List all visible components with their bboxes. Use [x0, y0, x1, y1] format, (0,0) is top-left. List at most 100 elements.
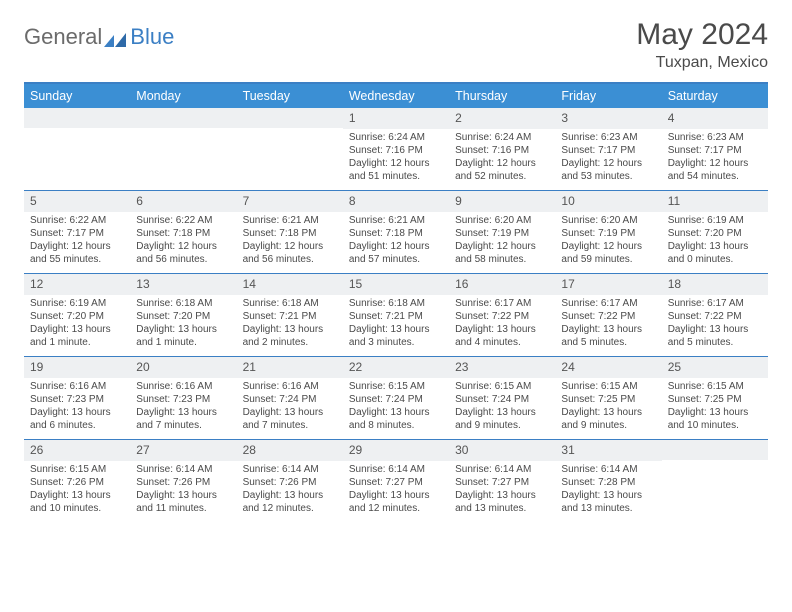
sunset-text: Sunset: 7:24 PM: [349, 394, 443, 407]
day-cell: 28Sunrise: 6:14 AMSunset: 7:26 PMDayligh…: [237, 440, 343, 522]
weekday-header: Sunday: [24, 84, 130, 108]
day-cell: 26Sunrise: 6:15 AMSunset: 7:26 PMDayligh…: [24, 440, 130, 522]
week-row: 26Sunrise: 6:15 AMSunset: 7:26 PMDayligh…: [24, 439, 768, 522]
day-number: 24: [555, 357, 661, 378]
day-cell: 6Sunrise: 6:22 AMSunset: 7:18 PMDaylight…: [130, 191, 236, 273]
day-number: [237, 108, 343, 128]
day-cell: 8 Sunrise: 6:21 AMSunset: 7:18 PMDaylight…: [343, 191, 449, 273]
day-number: 1: [343, 108, 449, 129]
day-details: Sunrise: 6:17 AMSunset: 7:22 PMDaylight:…: [449, 295, 555, 353]
day-cell: 25Sunrise: 6:15 AMSunset: 7:25 PMDayligh…: [662, 357, 768, 439]
day-details: Sunrise: 6:24 AMSunset: 7:16 PMDaylight:…: [449, 129, 555, 187]
sunset-text: Sunset: 7:20 PM: [136, 311, 230, 324]
sunrise-text: Sunrise: 6:24 AM: [349, 132, 443, 145]
day-details: Sunrise: 6:14 AMSunset: 7:27 PMDaylight:…: [449, 461, 555, 519]
sunset-text: Sunset: 7:26 PM: [30, 477, 124, 490]
sunrise-text: Sunrise: 6:20 AM: [561, 215, 655, 228]
brand-logo: General Blue: [24, 24, 174, 50]
sunset-text: Sunset: 7:26 PM: [243, 477, 337, 490]
day-number: 12: [24, 274, 130, 295]
brand-part1: General: [24, 24, 102, 50]
day-cell: 9Sunrise: 6:20 AMSunset: 7:19 PMDaylight…: [449, 191, 555, 273]
day-details: Sunrise: 6:21 AMSunset: 7:18 PMDaylight:…: [237, 212, 343, 270]
sunset-text: Sunset: 7:18 PM: [243, 228, 337, 241]
day-cell: 11Sunrise: 6:19 AMSunset: 7:20 PMDayligh…: [662, 191, 768, 273]
daylight-text: Daylight: 12 hours and 53 minutes.: [561, 158, 655, 184]
sunrise-text: Sunrise: 6:15 AM: [668, 381, 762, 394]
week-row: 1Sunrise: 6:24 AMSunset: 7:16 PMDaylight…: [24, 108, 768, 190]
sunrise-text: Sunrise: 6:23 AM: [561, 132, 655, 145]
day-number: 14: [237, 274, 343, 295]
day-number: 15: [343, 274, 449, 295]
weekday-header: Thursday: [449, 84, 555, 108]
sunset-text: Sunset: 7:22 PM: [561, 311, 655, 324]
sunrise-text: Sunrise: 6:14 AM: [455, 464, 549, 477]
sunset-text: Sunset: 7:17 PM: [30, 228, 124, 241]
daylight-text: Daylight: 12 hours and 56 minutes.: [136, 241, 230, 267]
sunrise-text: Sunrise: 6:15 AM: [30, 464, 124, 477]
day-details: Sunrise: 6:19 AMSunset: 7:20 PMDaylight:…: [24, 295, 130, 353]
sunrise-text: Sunrise: 6:14 AM: [349, 464, 443, 477]
weekday-header-row: SundayMondayTuesdayWednesdayThursdayFrid…: [24, 84, 768, 108]
day-number: [24, 108, 130, 128]
daylight-text: Daylight: 13 hours and 6 minutes.: [30, 407, 124, 433]
title-block: May 2024 Tuxpan, Mexico: [636, 18, 768, 72]
sunrise-text: Sunrise: 6:14 AM: [561, 464, 655, 477]
daylight-text: Daylight: 13 hours and 1 minute.: [30, 324, 124, 350]
day-number: 13: [130, 274, 236, 295]
day-number: 21: [237, 357, 343, 378]
sunrise-text: Sunrise: 6:21 AM: [349, 215, 443, 228]
sunset-text: Sunset: 7:18 PM: [136, 228, 230, 241]
day-cell: 30Sunrise: 6:14 AMSunset: 7:27 PMDayligh…: [449, 440, 555, 522]
day-cell: [662, 440, 768, 522]
sunset-text: Sunset: 7:17 PM: [561, 145, 655, 158]
sunrise-text: Sunrise: 6:17 AM: [668, 298, 762, 311]
day-number: 4: [662, 108, 768, 129]
day-number: [662, 440, 768, 460]
daylight-text: Daylight: 12 hours and 52 minutes.: [455, 158, 549, 184]
day-details: Sunrise: 6:20 AMSunset: 7:19 PMDaylight:…: [449, 212, 555, 270]
daylight-text: Daylight: 12 hours and 57 minutes.: [349, 241, 443, 267]
sunrise-text: Sunrise: 6:23 AM: [668, 132, 762, 145]
day-cell: 15Sunrise: 6:18 AMSunset: 7:21 PMDayligh…: [343, 274, 449, 356]
sunset-text: Sunset: 7:16 PM: [349, 145, 443, 158]
day-details: Sunrise: 6:17 AMSunset: 7:22 PMDaylight:…: [662, 295, 768, 353]
day-cell: [24, 108, 130, 190]
day-cell: 1Sunrise: 6:24 AMSunset: 7:16 PMDaylight…: [343, 108, 449, 190]
day-cell: 20Sunrise: 6:16 AMSunset: 7:23 PMDayligh…: [130, 357, 236, 439]
day-cell: 19Sunrise: 6:16 AMSunset: 7:23 PMDayligh…: [24, 357, 130, 439]
sunset-text: Sunset: 7:23 PM: [136, 394, 230, 407]
day-number: 7: [237, 191, 343, 212]
day-details: Sunrise: 6:24 AMSunset: 7:16 PMDaylight:…: [343, 129, 449, 187]
day-number: 19: [24, 357, 130, 378]
day-number: 8: [343, 191, 449, 212]
sunset-text: Sunset: 7:19 PM: [561, 228, 655, 241]
calendar-page: General Blue May 2024 Tuxpan, Mexico Sun…: [0, 0, 792, 522]
day-details: Sunrise: 6:14 AMSunset: 7:27 PMDaylight:…: [343, 461, 449, 519]
daylight-text: Daylight: 12 hours and 59 minutes.: [561, 241, 655, 267]
daylight-text: Daylight: 13 hours and 0 minutes.: [668, 241, 762, 267]
location-label: Tuxpan, Mexico: [636, 54, 768, 72]
sunrise-text: Sunrise: 6:24 AM: [455, 132, 549, 145]
day-number: 11: [662, 191, 768, 212]
day-cell: 7Sunrise: 6:21 AMSunset: 7:18 PMDaylight…: [237, 191, 343, 273]
day-number: 31: [555, 440, 661, 461]
sunrise-text: Sunrise: 6:17 AM: [455, 298, 549, 311]
sunset-text: Sunset: 7:18 PM: [349, 228, 443, 241]
sunset-text: Sunset: 7:17 PM: [668, 145, 762, 158]
day-cell: 24Sunrise: 6:15 AMSunset: 7:25 PMDayligh…: [555, 357, 661, 439]
weekday-header: Friday: [555, 84, 661, 108]
day-details: Sunrise: 6:14 AMSunset: 7:28 PMDaylight:…: [555, 461, 661, 519]
daylight-text: Daylight: 13 hours and 5 minutes.: [561, 324, 655, 350]
day-details: Sunrise: 6:16 AMSunset: 7:23 PMDaylight:…: [24, 378, 130, 436]
sunset-text: Sunset: 7:22 PM: [455, 311, 549, 324]
day-cell: 31Sunrise: 6:14 AMSunset: 7:28 PMDayligh…: [555, 440, 661, 522]
day-cell: 29Sunrise: 6:14 AMSunset: 7:27 PMDayligh…: [343, 440, 449, 522]
sunset-text: Sunset: 7:24 PM: [455, 394, 549, 407]
day-cell: 4Sunrise: 6:23 AMSunset: 7:17 PMDaylight…: [662, 108, 768, 190]
day-number: 23: [449, 357, 555, 378]
daylight-text: Daylight: 13 hours and 12 minutes.: [243, 490, 337, 516]
sunset-text: Sunset: 7:28 PM: [561, 477, 655, 490]
day-cell: [130, 108, 236, 190]
sunset-text: Sunset: 7:20 PM: [668, 228, 762, 241]
